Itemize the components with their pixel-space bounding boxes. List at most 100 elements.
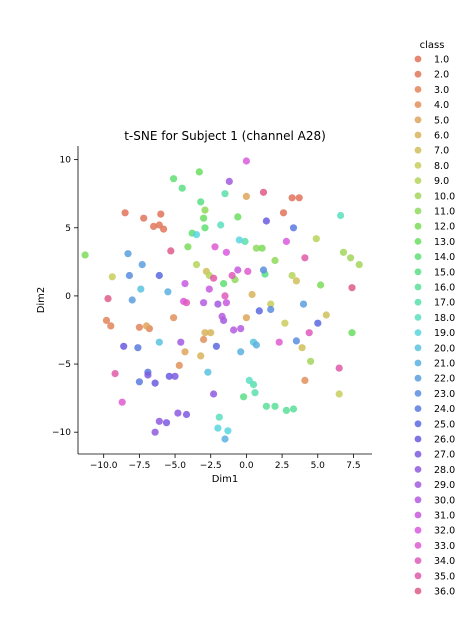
data-point-class-17.0-1 <box>241 237 249 245</box>
data-point-class-12.0-0 <box>81 251 89 259</box>
legend-marker <box>414 359 422 367</box>
data-point-class-21.0-3 <box>221 435 229 443</box>
legend-label: 22.0 <box>434 374 455 385</box>
data-point-class-31.0-3 <box>234 266 242 274</box>
data-point-class-26.0-3 <box>262 217 270 225</box>
data-point-class-29.0-0 <box>225 177 233 185</box>
data-point-class-17.0-0 <box>221 190 229 198</box>
legend-item: 8.0 <box>414 161 449 172</box>
data-point-class-10.0-0 <box>307 357 315 365</box>
legend-marker <box>414 146 422 154</box>
legend-item: 35.0 <box>414 571 455 582</box>
legend-marker <box>414 572 422 580</box>
legend-item: 28.0 <box>414 465 455 476</box>
legend-item: 1.0 <box>414 55 449 66</box>
legend-item: 17.0 <box>414 298 455 309</box>
data-point-class-25.0-3 <box>314 319 322 327</box>
data-point-class-7.0-1 <box>292 277 300 285</box>
data-point-class-15.0-1 <box>197 198 205 206</box>
data-point-class-1.0-0 <box>121 209 129 217</box>
data-point-class-13.0-2 <box>234 213 242 221</box>
legend-item: 29.0 <box>414 480 455 491</box>
data-point-class-21.0-1 <box>237 348 245 356</box>
data-point-class-3.0-2 <box>135 323 143 331</box>
data-point-class-1.0-1 <box>157 210 165 218</box>
data-point-class-33.0-2 <box>244 267 252 275</box>
legend-label: 7.0 <box>434 146 449 157</box>
data-point-class-5.0-3 <box>242 314 250 322</box>
data-point-class-7.0-3 <box>322 311 330 319</box>
x-tick-label: 5.0 <box>311 461 326 471</box>
x-ticks: −10.0 −7.5 −5.0 −2.5 0.0 2.5 5.0 7.5 <box>90 454 361 471</box>
data-point-class-34.0-0 <box>182 299 191 307</box>
y-axis-label: Dim2 <box>36 287 47 314</box>
legend-item: 15.0 <box>414 267 455 278</box>
legend-marker <box>414 222 422 230</box>
data-point-class-35.0-2 <box>301 254 309 262</box>
data-point-class-25.0-2 <box>255 307 263 315</box>
data-point-class-15.0-3 <box>240 393 248 401</box>
legend-marker <box>414 268 422 276</box>
data-point-class-35.0-0 <box>111 370 119 378</box>
data-point-class-19.0-1 <box>235 236 243 244</box>
data-point-class-31.0-0 <box>181 280 189 288</box>
legend-label: 11.0 <box>434 207 455 218</box>
data-point-class-18.0-2 <box>245 376 253 384</box>
data-point-class-18.0-3 <box>215 413 223 421</box>
legend-item: 27.0 <box>414 450 455 461</box>
data-point-class-30.0-1 <box>218 312 226 320</box>
legend-marker <box>414 207 422 215</box>
data-point-class-25.0-0 <box>155 271 163 280</box>
data-point-class-16.0-2 <box>289 405 298 413</box>
legend-item: 26.0 <box>414 435 455 446</box>
data-point-class-8.0-2 <box>281 319 289 327</box>
data-point-class-24.0-2 <box>135 378 143 386</box>
legend-label: 19.0 <box>434 328 455 339</box>
data-point-class-20.0-2 <box>204 368 212 376</box>
data-point-class-34.0-2 <box>228 271 236 280</box>
data-point-class-35.0-3 <box>335 364 343 372</box>
x-tick-label: 2.5 <box>275 461 289 471</box>
legend-marker <box>414 101 422 108</box>
legend-marker <box>414 70 422 78</box>
legend-item: 18.0 <box>414 313 455 324</box>
data-point-class-33.0-0 <box>118 398 126 406</box>
data-point-class-19.0-0 <box>192 231 201 239</box>
legend-label: 2.0 <box>434 70 449 81</box>
legend-label: 20.0 <box>434 343 455 354</box>
legend-marker <box>414 55 422 63</box>
data-point-class-23.0-2 <box>267 305 275 314</box>
data-point-class-6.0-2 <box>197 352 205 360</box>
data-point-class-18.0-1 <box>337 211 345 220</box>
legend-item: 32.0 <box>414 526 455 537</box>
x-axis-label: Dim1 <box>212 474 239 485</box>
legend-marker <box>414 86 422 93</box>
legend-marker <box>414 329 422 336</box>
legend-marker <box>414 253 422 260</box>
data-point-class-21.0-0 <box>164 288 172 296</box>
data-point-class-33.0-3 <box>275 338 283 346</box>
data-point-class-22.0-1 <box>138 261 146 269</box>
legend-item: 25.0 <box>414 419 455 430</box>
legend-item: 6.0 <box>414 131 449 142</box>
data-point-class-7.0-2 <box>298 344 306 352</box>
data-point-class-22.0-3 <box>299 300 308 308</box>
legend-label: 12.0 <box>434 222 455 233</box>
x-tick-label: −10.0 <box>90 461 118 471</box>
data-point-class-36.0-3 <box>348 284 356 292</box>
data-point-class-12.0-2 <box>258 244 266 252</box>
data-point-class-22.0-2 <box>128 296 136 304</box>
data-point-class-10.0-2 <box>347 254 355 262</box>
legend-marker <box>414 420 422 428</box>
legend-marker <box>414 298 422 306</box>
legend-item: 33.0 <box>414 541 455 552</box>
plot-points <box>81 157 363 443</box>
legend-marker <box>414 314 422 321</box>
legend-items: 1.0 2.0 3.0 4.0 5.0 6.0 7.0 8.0 9.0 10.0 11.0 12.0 1… <box>414 55 455 598</box>
data-point-class-2.0-3 <box>160 225 168 233</box>
data-point-class-27.0-0 <box>171 372 179 380</box>
data-point-class-20.0-1 <box>155 338 163 346</box>
legend-marker <box>414 177 422 185</box>
legend-marker <box>414 192 422 200</box>
legend-label: 10.0 <box>434 191 455 202</box>
